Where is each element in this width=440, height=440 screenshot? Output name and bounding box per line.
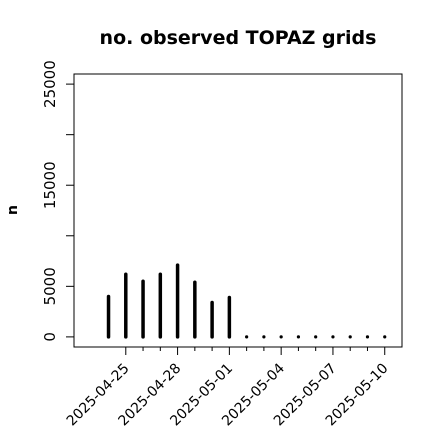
bar-2025-05-07: [331, 335, 335, 339]
y-axis: 0 5000 15000 25000: [41, 60, 74, 342]
bars-group: [106, 263, 387, 339]
bar-2025-05-06: [314, 335, 318, 339]
y-tick-label-5000: 5000: [41, 267, 59, 305]
y-tick-label-25000: 25000: [41, 60, 59, 108]
bar-2025-05-09: [365, 335, 370, 339]
bar-2025-05-08: [348, 335, 352, 339]
bar-2025-05-10: [383, 335, 387, 339]
bar-2025-05-05: [296, 335, 301, 339]
bar-2025-05-03: [262, 335, 266, 339]
y-tick-label-0: 0: [41, 332, 59, 342]
y-axis-label: n: [5, 205, 21, 215]
bar-2025-05-04: [279, 335, 283, 339]
x-axis: 2025-04-252025-04-282025-05-012025-05-04…: [64, 347, 392, 429]
bar-2025-05-02: [245, 335, 249, 339]
plot-frame: [73, 73, 403, 348]
chart-title: no. observed TOPAZ grids: [100, 27, 377, 49]
y-tick-label-15000: 15000: [41, 161, 59, 209]
